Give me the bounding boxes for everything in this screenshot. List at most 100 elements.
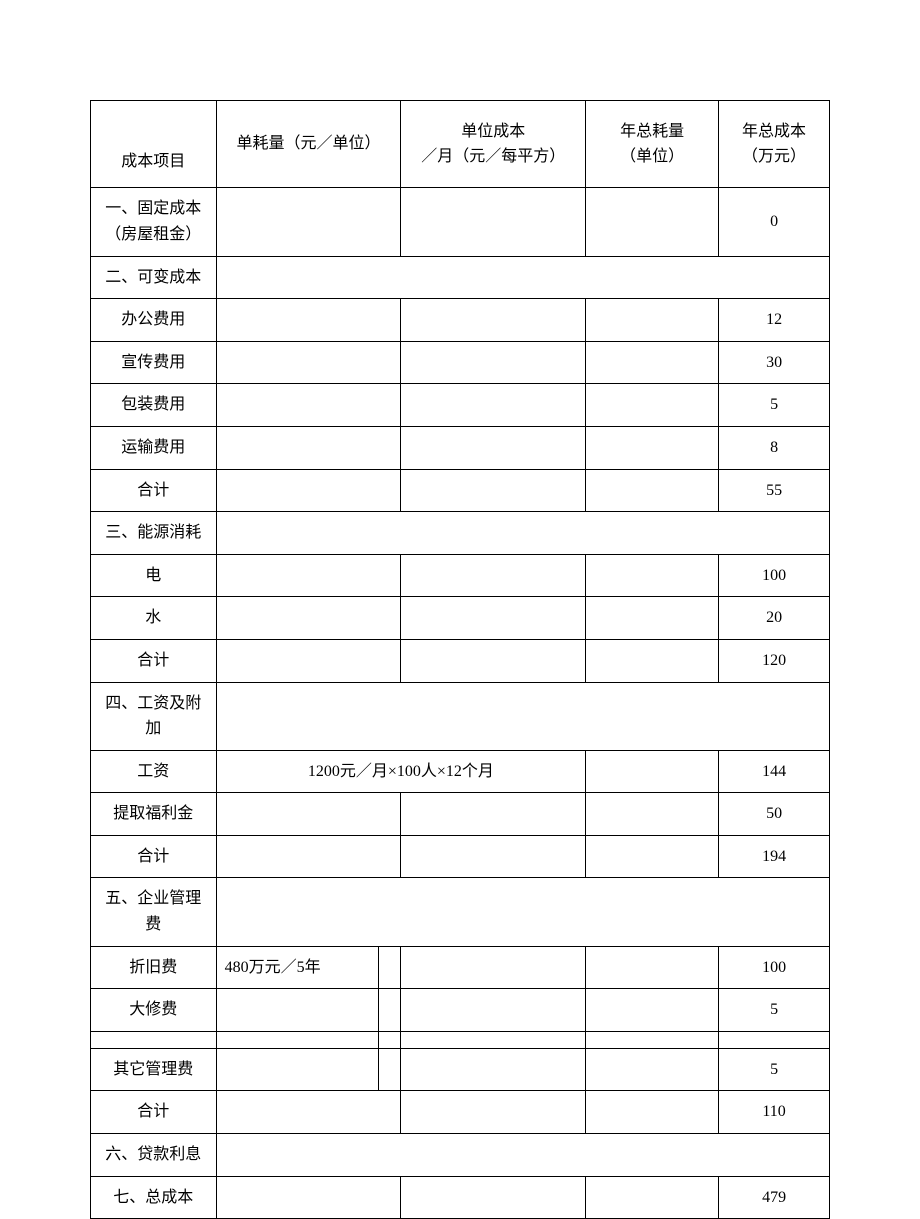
cell [401, 793, 586, 836]
cell [401, 1091, 586, 1134]
cell [216, 426, 401, 469]
table-row: 合计 55 [91, 469, 830, 512]
table-header-row: 成本项目 单耗量（元／单位） 单位成本／月（元／每平方） 年总耗量（单位） 年总… [91, 101, 830, 188]
row-label: 三、能源消耗 [91, 512, 217, 555]
cell [401, 639, 586, 682]
row-label: 合计 [91, 835, 217, 878]
table-row: 五、企业管理费 [91, 878, 830, 946]
cell [586, 639, 719, 682]
cell [401, 989, 586, 1032]
cell [216, 188, 401, 256]
cell [586, 554, 719, 597]
header-cost-item: 成本项目 [91, 101, 217, 188]
cell [586, 1091, 719, 1134]
cell [216, 469, 401, 512]
table-row: 包装费用 5 [91, 384, 830, 427]
table-row [91, 1031, 830, 1048]
cell [586, 384, 719, 427]
cell: 100 [719, 946, 830, 989]
cell [216, 878, 829, 946]
cell [401, 299, 586, 342]
row-label: 合计 [91, 1091, 217, 1134]
cell [401, 384, 586, 427]
cell: 194 [719, 835, 830, 878]
cell [216, 512, 829, 555]
cell [586, 835, 719, 878]
cell: 120 [719, 639, 830, 682]
table-row: 电 100 [91, 554, 830, 597]
table-row: 办公费用 12 [91, 299, 830, 342]
cell: 1200元／月×100人×12个月 [216, 750, 585, 793]
row-label: 二、可变成本 [91, 256, 217, 299]
cell [586, 989, 719, 1032]
cell [216, 1134, 829, 1177]
table-row: 二、可变成本 [91, 256, 830, 299]
table-row: 大修费 5 [91, 989, 830, 1032]
cell [216, 1176, 401, 1219]
cell: 5 [719, 989, 830, 1032]
row-label: 七、总成本 [91, 1176, 217, 1219]
row-label: 六、贷款利息 [91, 1134, 217, 1177]
table-row: 七、总成本 479 [91, 1176, 830, 1219]
cell [379, 1048, 401, 1091]
row-label: 折旧费 [91, 946, 217, 989]
table-row: 运输费用 8 [91, 426, 830, 469]
table-row: 合计 120 [91, 639, 830, 682]
cell [216, 1048, 379, 1091]
cell: 479 [719, 1176, 830, 1219]
cell [216, 835, 401, 878]
table-row: 折旧费 480万元／5年 100 [91, 946, 830, 989]
cell [401, 341, 586, 384]
cell [216, 1091, 401, 1134]
cell [401, 835, 586, 878]
cell: 30 [719, 341, 830, 384]
cell [586, 188, 719, 256]
row-label: 电 [91, 554, 217, 597]
table-row: 六、贷款利息 [91, 1134, 830, 1177]
row-label: 合计 [91, 639, 217, 682]
cell [586, 946, 719, 989]
table-row: 合计 110 [91, 1091, 830, 1134]
cell: 480万元／5年 [216, 946, 379, 989]
row-label: 办公费用 [91, 299, 217, 342]
cell [586, 469, 719, 512]
cell [216, 682, 829, 750]
cell [216, 341, 401, 384]
row-label: 一、固定成本（房屋租金） [91, 188, 217, 256]
row-label: 宣传费用 [91, 341, 217, 384]
cell [216, 597, 401, 640]
cell: 0 [719, 188, 830, 256]
row-label: 提取福利金 [91, 793, 217, 836]
table-row: 合计 194 [91, 835, 830, 878]
cell [216, 989, 379, 1032]
row-label: 工资 [91, 750, 217, 793]
row-label: 合计 [91, 469, 217, 512]
cell [586, 426, 719, 469]
table-row: 一、固定成本（房屋租金） 0 [91, 188, 830, 256]
table-row: 工资 1200元／月×100人×12个月 144 [91, 750, 830, 793]
table-row: 水 20 [91, 597, 830, 640]
row-label: 四、工资及附加 [91, 682, 217, 750]
cell: 20 [719, 597, 830, 640]
cell [216, 384, 401, 427]
cell [216, 639, 401, 682]
cell [401, 1048, 586, 1091]
cost-table: 成本项目 单耗量（元／单位） 单位成本／月（元／每平方） 年总耗量（单位） 年总… [90, 100, 830, 1219]
header-unit-cost: 单位成本／月（元／每平方） [401, 101, 586, 188]
row-label: 运输费用 [91, 426, 217, 469]
cell: 5 [719, 1048, 830, 1091]
cell: 5 [719, 384, 830, 427]
cell [401, 1031, 586, 1048]
table-row: 三、能源消耗 [91, 512, 830, 555]
cell [379, 946, 401, 989]
cell [216, 256, 829, 299]
cell: 110 [719, 1091, 830, 1134]
cell [719, 1031, 830, 1048]
cell [401, 597, 586, 640]
table-row: 四、工资及附加 [91, 682, 830, 750]
cell: 55 [719, 469, 830, 512]
row-label [91, 1031, 217, 1048]
cell [586, 1176, 719, 1219]
cell: 144 [719, 750, 830, 793]
cell [401, 1176, 586, 1219]
